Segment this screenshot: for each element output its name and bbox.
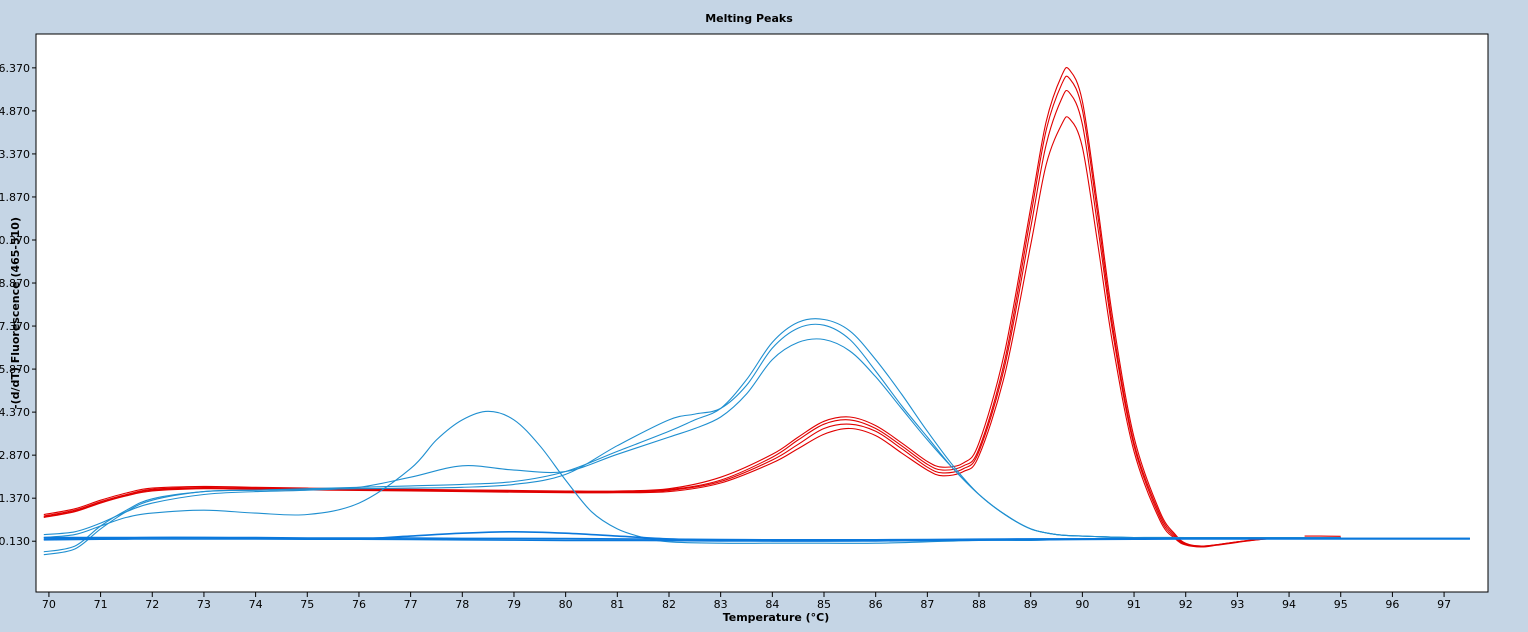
x-tick-label: 89 xyxy=(1024,598,1038,611)
x-tick-label: 87 xyxy=(920,598,934,611)
x-tick-label: 81 xyxy=(610,598,624,611)
y-tick-label: 14.870 xyxy=(0,105,30,118)
x-tick-label: 74 xyxy=(249,598,263,611)
x-tick-label: 78 xyxy=(455,598,469,611)
y-tick-label: -0.130 xyxy=(0,535,30,548)
x-tick-label: 76 xyxy=(352,598,366,611)
y-axis-label: -(d/dT) Fluorescence (465-510) xyxy=(9,217,22,409)
x-tick-label: 77 xyxy=(404,598,418,611)
x-tick-label: 83 xyxy=(714,598,728,611)
y-tick-label: 13.370 xyxy=(0,148,30,161)
chart-title: Melting Peaks xyxy=(705,12,793,25)
x-axis-label: Temperature (°C) xyxy=(723,611,830,624)
x-tick-label: 79 xyxy=(507,598,521,611)
y-tick-label: 11.870 xyxy=(0,191,30,204)
x-tick-label: 95 xyxy=(1334,598,1348,611)
x-tick-label: 86 xyxy=(869,598,883,611)
y-tick-label: 2.870 xyxy=(0,449,30,462)
x-tick-label: 84 xyxy=(765,598,779,611)
x-tick-label: 70 xyxy=(42,598,56,611)
y-tick-label: 16.370 xyxy=(0,62,30,75)
plot-area xyxy=(36,34,1488,592)
x-tick-label: 72 xyxy=(145,598,159,611)
y-tick-label: 1.370 xyxy=(0,492,30,505)
x-tick-label: 88 xyxy=(972,598,986,611)
x-tick-label: 82 xyxy=(662,598,676,611)
x-tick-label: 94 xyxy=(1282,598,1296,611)
x-tick-label: 73 xyxy=(197,598,211,611)
x-tick-label: 75 xyxy=(300,598,314,611)
x-tick-label: 91 xyxy=(1127,598,1141,611)
x-tick-label: 71 xyxy=(94,598,108,611)
x-tick-label: 90 xyxy=(1075,598,1089,611)
x-tick-label: 92 xyxy=(1179,598,1193,611)
x-tick-label: 85 xyxy=(817,598,831,611)
x-tick-label: 80 xyxy=(559,598,573,611)
x-tick-label: 93 xyxy=(1230,598,1244,611)
x-axis-ticks: 70 71 72 73 74 75 76 77 78 79 80 81 82 83 84 85 86 87 88 89… xyxy=(42,592,1451,611)
x-tick-label: 97 xyxy=(1437,598,1451,611)
x-tick-label: 96 xyxy=(1385,598,1399,611)
